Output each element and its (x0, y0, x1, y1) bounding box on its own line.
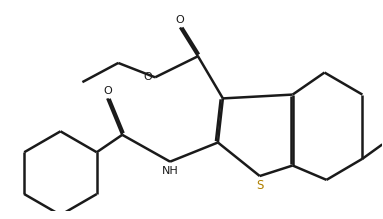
Text: O: O (175, 15, 184, 25)
Text: O: O (103, 86, 112, 96)
Text: NH: NH (162, 166, 178, 176)
Text: O: O (143, 72, 152, 82)
Text: S: S (257, 179, 264, 192)
